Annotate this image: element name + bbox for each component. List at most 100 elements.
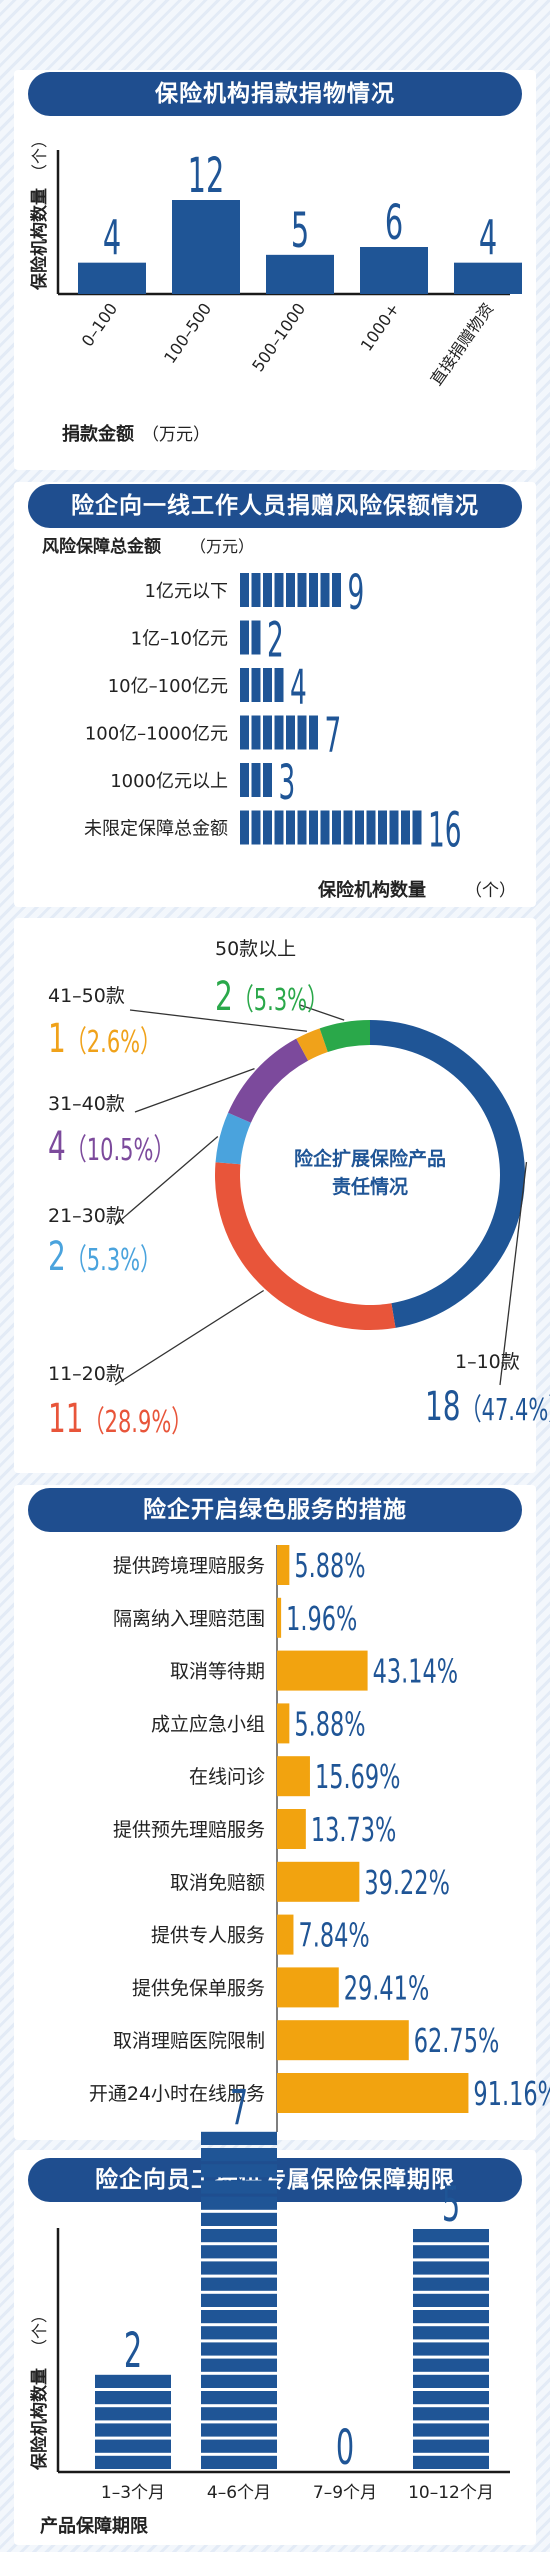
bar-value-label: 12 — [188, 148, 225, 204]
category-label: 提供跨境理赔服务 — [113, 1555, 265, 1577]
bar-segment — [413, 2293, 489, 2307]
bar — [277, 2020, 409, 2061]
bar-segment — [413, 2277, 489, 2291]
slice-label: 41–50款 — [48, 985, 125, 1007]
x-axis-unit: （万元） — [142, 425, 210, 445]
x-tick-label: 500–1000 — [248, 299, 309, 375]
bar — [172, 200, 240, 294]
category-label: 开通24小时在线服务 — [89, 2083, 265, 2105]
bar-segment — [332, 810, 341, 845]
leader-line — [129, 1009, 308, 1032]
bar-segment — [413, 2374, 489, 2388]
bar-segment — [412, 810, 422, 845]
bar-value-label: 16 — [428, 803, 462, 859]
bar-value-label: 29.41% — [344, 1969, 430, 2008]
bar-segment — [413, 2342, 489, 2356]
category-label: 取消免赔额 — [170, 1872, 265, 1894]
bar-segment — [201, 2293, 277, 2307]
leader-line — [499, 1161, 528, 1386]
bar-segment — [263, 763, 272, 797]
section-title-risk-coverage: 险企向一线工作人员捐赠风险保额情况 — [28, 484, 522, 528]
bar-segment — [263, 668, 272, 702]
x-tick-label: 100–500 — [160, 299, 215, 366]
slice-value: 11（28.9%） — [48, 1396, 192, 1442]
slice-percent: （2.6%） — [66, 1025, 161, 1060]
bar-segment — [413, 2358, 489, 2372]
section-title-donations: 保险机构捐款捐物情况 — [28, 72, 522, 116]
bar-segment — [355, 810, 364, 845]
bar-value-label: 5 — [442, 2177, 460, 2233]
bar-value-label: 7 — [230, 2080, 248, 2136]
bar-segment — [251, 763, 261, 797]
bar-value-label: 2 — [124, 2323, 142, 2379]
bar-value-label: 15.69% — [315, 1758, 401, 1797]
bar-value-label: 62.75% — [414, 2022, 500, 2061]
bar-segment — [378, 810, 387, 845]
category-label: 100亿–1000亿元 — [85, 724, 228, 745]
section-title-green-services: 险企开启绿色服务的措施 — [28, 1488, 522, 1532]
bar-segment — [201, 2148, 277, 2162]
x-tick-label: 4–6个月 — [207, 2483, 271, 2503]
slice-percent: （10.5%） — [66, 1133, 175, 1168]
bar-value-label: 2 — [267, 613, 284, 669]
bar-segment — [413, 2229, 489, 2243]
category-label: 1000亿元以上 — [110, 771, 228, 792]
donut-slice — [319, 1020, 370, 1053]
y-axis-label: 保险机构数量 — [29, 188, 50, 291]
bar-segment — [413, 2326, 489, 2340]
donut-slice — [296, 1028, 328, 1061]
bar-value-label: 13.73% — [311, 1811, 397, 1850]
bar-segment — [251, 573, 261, 607]
bar-segment — [201, 2180, 277, 2194]
panel-green-services — [14, 1485, 536, 2140]
slice-value: 18（47.4%） — [425, 1384, 550, 1430]
bar-segment — [95, 2391, 171, 2405]
bar-segment — [297, 715, 307, 750]
bar-segment — [201, 2407, 277, 2421]
slice-count: 18 — [425, 1384, 461, 1430]
x-tick-label: 0–100 — [78, 299, 122, 350]
bar-value-label: 3 — [279, 756, 296, 812]
donut-slice — [228, 1038, 309, 1123]
donut-slice — [214, 1162, 396, 1330]
x-tick-label: 1000+ — [357, 299, 404, 354]
bar — [277, 1914, 294, 1955]
bar-segment — [201, 2277, 277, 2291]
slice-label: 50款以上 — [215, 938, 296, 960]
y-axis-label: 保险机构数量 — [29, 2368, 50, 2471]
bar-segment — [413, 2439, 489, 2453]
slice-value: 2（5.3%） — [48, 1234, 161, 1280]
bar — [277, 1756, 310, 1797]
x-tick-label: 10–12个月 — [408, 2483, 494, 2503]
bar-segment — [332, 573, 341, 607]
slice-percent: （47.4%） — [461, 1393, 550, 1428]
bar-segment — [251, 620, 261, 655]
bar-segment — [95, 2455, 171, 2469]
bar-segment — [201, 2212, 277, 2226]
bar-segment — [297, 810, 307, 845]
leader-line — [299, 1004, 345, 1021]
bar — [277, 1597, 282, 1638]
bar-segment — [240, 763, 249, 797]
bar-segment — [413, 2423, 489, 2437]
bar-segment — [413, 2407, 489, 2421]
bar — [360, 247, 428, 294]
bar-segment — [413, 2245, 489, 2259]
bar-segment — [201, 2131, 277, 2145]
bar-segment — [413, 2261, 489, 2275]
slice-percent: （5.3%） — [233, 983, 328, 1018]
bar-segment — [201, 2358, 277, 2372]
slice-label: 1–10款 — [455, 1351, 520, 1373]
bar-segment — [201, 2439, 277, 2453]
bar-segment — [263, 715, 272, 750]
y-axis-label: 风险保障总金额 — [42, 536, 161, 557]
bar-segment — [263, 810, 272, 845]
bar — [78, 262, 146, 294]
bar-value-label: 39.22% — [364, 1863, 450, 1902]
bar-value-label: 43.14% — [373, 1652, 459, 1691]
bar — [277, 1809, 306, 1849]
slice-count: 2 — [215, 974, 233, 1020]
bar-value-label: 0 — [336, 2420, 354, 2476]
bar-segment — [389, 810, 399, 845]
